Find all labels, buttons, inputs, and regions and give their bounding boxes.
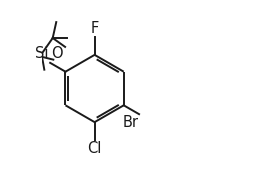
Text: Si: Si (35, 47, 48, 61)
Text: F: F (90, 21, 99, 36)
Text: Cl: Cl (87, 141, 102, 156)
Text: Br: Br (122, 115, 138, 130)
Text: O: O (51, 46, 63, 61)
